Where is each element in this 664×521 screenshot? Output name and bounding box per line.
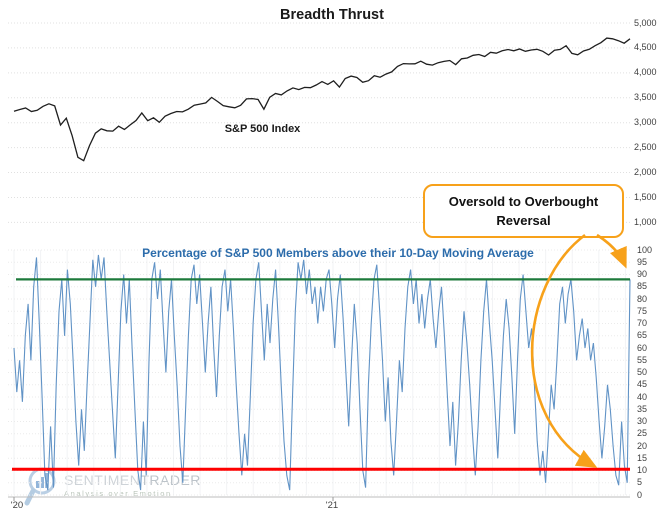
breadth-y-tick-label: 35: [637, 403, 648, 414]
breadth-y-tick-label: 90: [637, 269, 648, 279]
breadth-y-tick-label: 55: [637, 354, 648, 365]
breadth-y-tick-label: 30: [637, 416, 648, 426]
watermark-brand: SENTIMENTRADER: [64, 472, 201, 488]
spx-y-tick-label: 2,500: [634, 142, 657, 153]
breadth-y-tick-label: 95: [637, 256, 648, 267]
x-tick-label: '21: [325, 500, 339, 511]
breadth-y-tick-label: 20: [637, 440, 648, 451]
callout-text-line1: Oversold to Overbought: [448, 193, 599, 209]
breadth-y-tick-label: 70: [637, 318, 648, 328]
watermark-tagline: Analysis over Emotion: [64, 489, 172, 498]
sentimentrader-watermark: SENTIMENTRADER Analysis over Emotion: [24, 466, 201, 508]
breadth-y-tick-label: 15: [637, 452, 648, 463]
spx-y-tick-label: 3,000: [634, 117, 657, 128]
spx-y-tick-label: 4,500: [634, 42, 657, 53]
spx-y-tick-label: 1,500: [634, 191, 657, 202]
chart-title: Breadth Thrust: [280, 7, 384, 23]
spx-series-label: S&P 500 Index: [224, 123, 301, 135]
spx-y-tick-label: 1,000: [634, 216, 657, 227]
breadth-y-tick-label: 25: [637, 428, 648, 439]
spx-y-tick-label: 4,000: [634, 67, 657, 78]
spx-y-tick-label: 5,000: [634, 17, 657, 28]
spx-y-tick-label: 3,500: [634, 92, 657, 103]
breadth-y-tick-label: 10: [637, 465, 648, 475]
breadth-y-tick-label: 45: [637, 379, 648, 390]
breadth-y-tick-label: 40: [637, 391, 648, 402]
breadth-series-label: Percentage of S&P 500 Members above thei…: [142, 246, 534, 260]
breadth-y-tick-label: 80: [637, 293, 648, 304]
breadth-y-tick-label: 5: [637, 477, 643, 488]
callout-text-line2: Reversal: [496, 213, 551, 228]
breadth-y-tick-label: 50: [637, 367, 648, 377]
breadth-y-tick-label: 85: [637, 281, 648, 292]
x-tick-label: '20: [10, 500, 24, 511]
spx-y-tick-label: 2,000: [634, 167, 657, 178]
breadth-y-tick-label: 0: [637, 489, 643, 500]
breadth-y-tick-label: 75: [637, 305, 648, 316]
breadth-y-tick-label: 100: [637, 244, 653, 255]
breadth-y-tick-label: 60: [637, 342, 648, 353]
oversold-overbought-callout: Oversold to Overbought Reversal: [423, 184, 624, 238]
breadth-y-tick-label: 65: [637, 330, 648, 341]
